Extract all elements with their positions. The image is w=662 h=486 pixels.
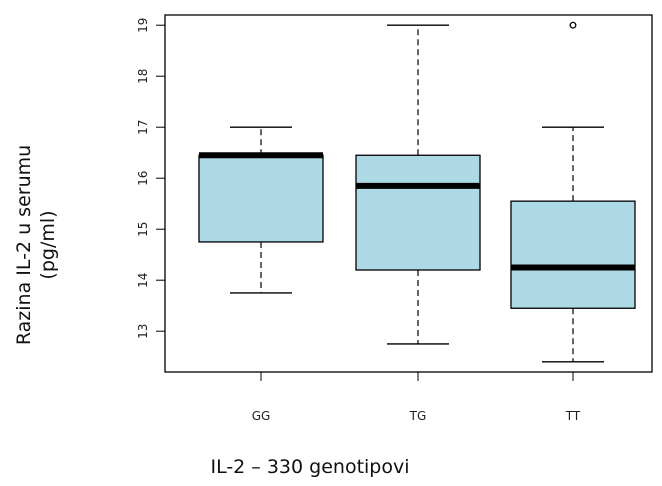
box-tt [510, 21, 636, 363]
x-axis: GG TG TT [252, 372, 581, 423]
y-tick-label-13: 13 [136, 324, 150, 339]
box-gg [198, 126, 324, 294]
y-tick-label-17: 17 [136, 120, 150, 135]
plot-frame [164, 14, 653, 373]
x-tick-label-tt: TT [565, 409, 581, 423]
iqr-box-tt [510, 200, 636, 309]
x-axis-title: IL-2 – 330 genotipovi [210, 456, 409, 478]
y-tick-label-15: 15 [136, 222, 150, 237]
y-tick-label-14: 14 [136, 273, 150, 288]
y-tick-label-19: 19 [136, 18, 150, 33]
x-tick-label-tg: TG [409, 409, 427, 423]
iqr-box-tg [355, 154, 481, 271]
y-axis: 13 14 15 16 17 18 19 [136, 18, 165, 339]
x-tick-label-gg: GG [252, 409, 271, 423]
box-tg [355, 24, 481, 345]
y-tick-label-16: 16 [136, 171, 150, 186]
y-axis-title-line-1: Razina IL-2 u serumu [13, 145, 35, 345]
y-tick-label-18: 18 [136, 69, 150, 84]
y-axis-title-line-2: (pg/ml) [37, 210, 59, 279]
outlier-tt-0 [569, 21, 577, 29]
box-series [198, 21, 636, 363]
iqr-box-gg [198, 154, 324, 243]
